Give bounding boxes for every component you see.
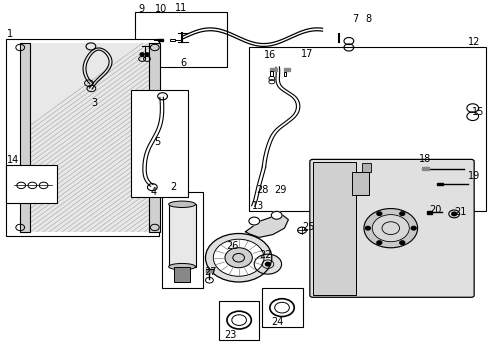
- Text: 29: 29: [274, 185, 286, 195]
- Bar: [219, 301, 259, 340]
- Text: 22: 22: [259, 249, 271, 260]
- Bar: [29, 43, 149, 232]
- Circle shape: [213, 239, 264, 276]
- Bar: [422, 167, 428, 170]
- Circle shape: [248, 217, 259, 225]
- Text: 4: 4: [151, 187, 157, 197]
- Text: 12: 12: [467, 37, 479, 47]
- Text: 15: 15: [471, 107, 484, 117]
- Text: 27: 27: [204, 267, 217, 277]
- Circle shape: [365, 226, 369, 230]
- Bar: [5, 165, 57, 203]
- Circle shape: [376, 241, 381, 244]
- Circle shape: [265, 262, 270, 266]
- Text: 13: 13: [251, 201, 264, 211]
- Bar: [436, 183, 442, 185]
- Text: 3: 3: [91, 98, 97, 108]
- Circle shape: [399, 212, 404, 215]
- Text: 7: 7: [351, 14, 357, 24]
- Bar: [249, 48, 485, 211]
- Bar: [169, 39, 174, 41]
- Bar: [131, 90, 188, 197]
- Text: 20: 20: [428, 205, 440, 215]
- Bar: [20, 43, 30, 232]
- Text: 11: 11: [174, 3, 186, 13]
- Bar: [351, 172, 368, 195]
- FancyBboxPatch shape: [309, 159, 473, 297]
- Text: 16: 16: [264, 50, 276, 60]
- Circle shape: [376, 212, 381, 215]
- Bar: [161, 192, 203, 288]
- Text: 14: 14: [6, 155, 19, 165]
- Circle shape: [140, 53, 144, 56]
- Bar: [283, 68, 290, 71]
- Text: 24: 24: [271, 317, 283, 327]
- Text: 25: 25: [302, 222, 314, 232]
- Bar: [269, 68, 276, 71]
- Polygon shape: [245, 214, 288, 238]
- Text: 5: 5: [154, 137, 160, 147]
- Bar: [158, 39, 162, 41]
- Circle shape: [145, 53, 149, 56]
- Bar: [361, 163, 370, 172]
- Circle shape: [224, 248, 252, 268]
- Circle shape: [371, 215, 408, 242]
- Circle shape: [254, 254, 281, 274]
- Text: 8: 8: [365, 14, 371, 24]
- Circle shape: [410, 226, 415, 230]
- Text: 18: 18: [418, 154, 430, 164]
- Circle shape: [271, 211, 282, 219]
- Text: 17: 17: [300, 49, 312, 59]
- Circle shape: [205, 234, 271, 282]
- Ellipse shape: [168, 201, 195, 207]
- Circle shape: [399, 241, 404, 244]
- Bar: [174, 267, 189, 282]
- Text: 9: 9: [139, 4, 144, 14]
- Bar: [427, 211, 431, 214]
- Bar: [205, 270, 212, 273]
- Bar: [168, 204, 195, 267]
- Bar: [283, 72, 286, 76]
- Bar: [269, 71, 272, 76]
- Text: 10: 10: [155, 4, 167, 14]
- Text: 1: 1: [7, 28, 13, 39]
- Circle shape: [451, 212, 456, 216]
- Bar: [149, 43, 160, 232]
- Text: 28: 28: [256, 185, 268, 195]
- Circle shape: [363, 208, 417, 248]
- Text: 26: 26: [225, 240, 238, 251]
- Bar: [312, 162, 355, 295]
- Bar: [261, 288, 303, 327]
- Bar: [5, 39, 159, 237]
- Text: 21: 21: [453, 207, 466, 217]
- Text: 19: 19: [467, 171, 479, 181]
- Bar: [135, 12, 227, 67]
- Ellipse shape: [168, 264, 195, 270]
- Text: 2: 2: [170, 182, 176, 192]
- Text: 6: 6: [180, 58, 186, 68]
- Text: 23: 23: [224, 330, 236, 340]
